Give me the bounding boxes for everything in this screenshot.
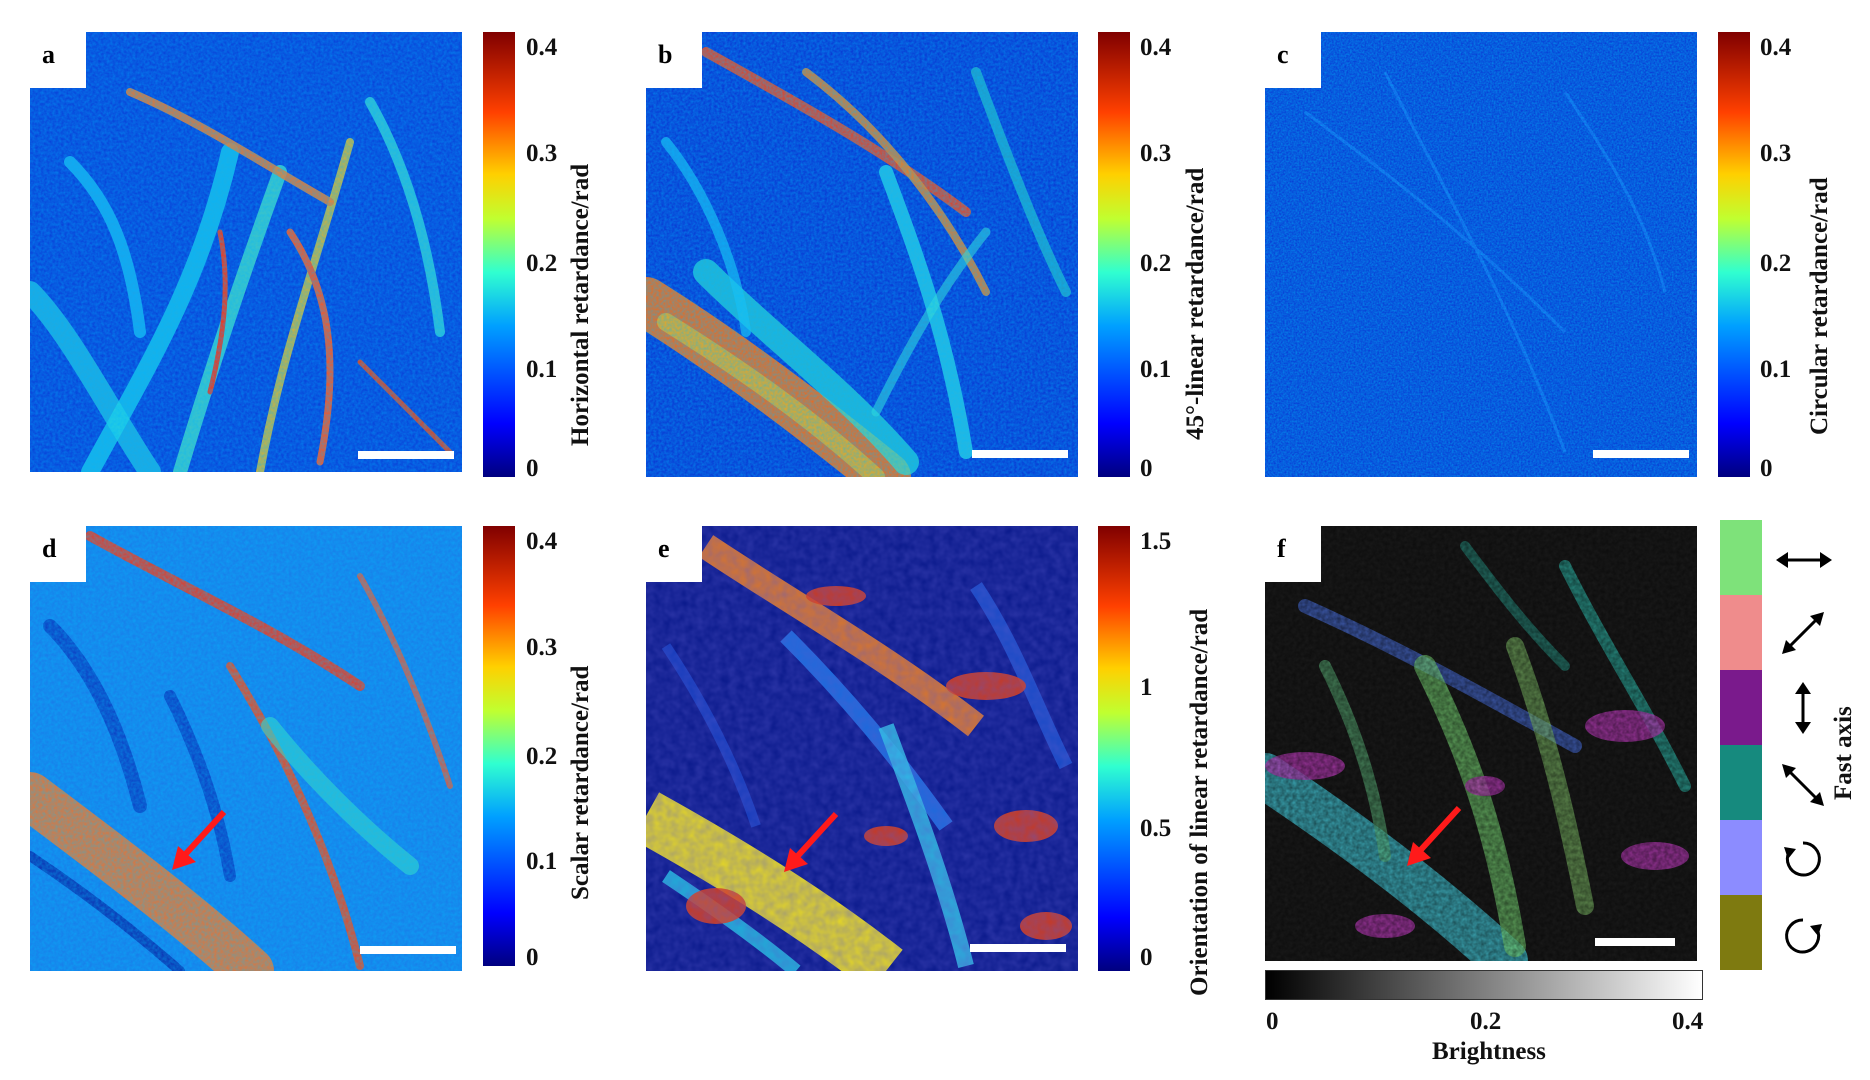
colorbar-title: Horizontal retardance/rad: [567, 163, 594, 446]
legend-swatch: [1720, 745, 1762, 820]
tick-label: 0: [526, 455, 539, 482]
map-svg: [30, 32, 462, 472]
circular-retardance-map: [1265, 32, 1697, 477]
tick-label: 0.5: [1140, 815, 1172, 842]
map-svg: [646, 526, 1078, 971]
legend-swatch: [1720, 670, 1762, 745]
tick-label: 0.2: [526, 250, 558, 277]
tick-label: 0.2: [1760, 250, 1792, 277]
scale-bar: [360, 946, 456, 954]
panel-label: d: [30, 526, 86, 582]
tick-label: 0: [1266, 1008, 1279, 1035]
legend-swatch: [1720, 895, 1762, 970]
tick-label: 0: [526, 944, 539, 971]
map-svg: [646, 32, 1078, 477]
horizontal-double-arrow-icon: [1776, 552, 1832, 568]
panel-label: f: [1265, 526, 1321, 582]
panel-label: a: [30, 32, 86, 88]
scalar-retardance-map: [30, 526, 462, 971]
colorbar-title: Scalar retardance/rad: [567, 665, 594, 900]
brightness-title: Brightness: [1432, 1038, 1546, 1065]
colorbar-e: [1098, 526, 1130, 971]
linear45-retardance-map: [646, 32, 1078, 477]
map-svg: [1265, 32, 1697, 477]
tick-label: 1.5: [1140, 528, 1172, 555]
colorbar-d: [483, 526, 515, 966]
legend-swatch: [1720, 520, 1762, 595]
colorbar-c: [1718, 32, 1750, 477]
panel-label: c: [1265, 32, 1321, 88]
tick-label: 0.1: [526, 356, 558, 383]
scale-bar: [1595, 938, 1675, 946]
scale-bar: [358, 451, 454, 459]
tick-label: 0.2: [1470, 1008, 1502, 1035]
tick-label: 0.4: [1672, 1008, 1704, 1035]
panel-label: b: [646, 32, 702, 88]
brightness-bar: [1265, 970, 1703, 1000]
map-svg: [30, 526, 462, 971]
clockwise-circle-arrow-icon: [1784, 841, 1821, 877]
counterclockwise-circle-arrow-icon: [1785, 918, 1822, 954]
colorbar-title: Orientation of linear retardance/rad: [1186, 608, 1213, 996]
fast-axis-map: [1265, 526, 1697, 961]
diagonal-135-double-arrow-icon: [1782, 764, 1824, 806]
vertical-double-arrow-icon: [1795, 682, 1811, 734]
tick-label: 0.2: [526, 743, 558, 770]
tick-label: 0.4: [526, 34, 558, 61]
colorbar-b: [1098, 32, 1130, 477]
diagonal-45-double-arrow-icon: [1782, 612, 1824, 654]
tick-label: 0.3: [1760, 140, 1792, 167]
tick-label: 0.3: [526, 634, 558, 661]
colorbar-title: Fast axis: [1830, 706, 1857, 800]
tick-label: 0.3: [526, 140, 558, 167]
scale-bar: [972, 450, 1068, 458]
red-arrow-icon: [172, 809, 227, 870]
orientation-map: [646, 526, 1078, 971]
legend-swatch: [1720, 595, 1762, 670]
tick-label: 0.1: [526, 848, 558, 875]
colorbar-title: 45°-linear retardance/rad: [1182, 167, 1209, 440]
tick-label: 0: [1140, 944, 1153, 971]
tick-label: 0.1: [1760, 356, 1792, 383]
colorbar-title: Circular retardance/rad: [1806, 177, 1833, 435]
legend-swatch: [1720, 820, 1762, 895]
tick-label: 1: [1140, 674, 1153, 701]
red-arrow-icon: [1407, 805, 1462, 866]
tick-label: 0: [1140, 455, 1153, 482]
tick-label: 0.2: [1140, 250, 1172, 277]
tick-label: 0.4: [1140, 34, 1172, 61]
tick-label: 0.4: [1760, 34, 1792, 61]
tick-label: 0.3: [1140, 140, 1172, 167]
scale-bar: [970, 944, 1066, 952]
fast-axis-legend: [1720, 520, 1832, 970]
tick-label: 0.1: [1140, 356, 1172, 383]
red-arrow-icon: [784, 811, 839, 872]
horizontal-retardance-map: [30, 32, 462, 472]
map-svg: [1265, 526, 1697, 961]
scale-bar: [1593, 450, 1689, 458]
tick-label: 0: [1760, 455, 1773, 482]
panel-label: e: [646, 526, 702, 582]
colorbar-a: [483, 32, 515, 477]
tick-label: 0.4: [526, 528, 558, 555]
